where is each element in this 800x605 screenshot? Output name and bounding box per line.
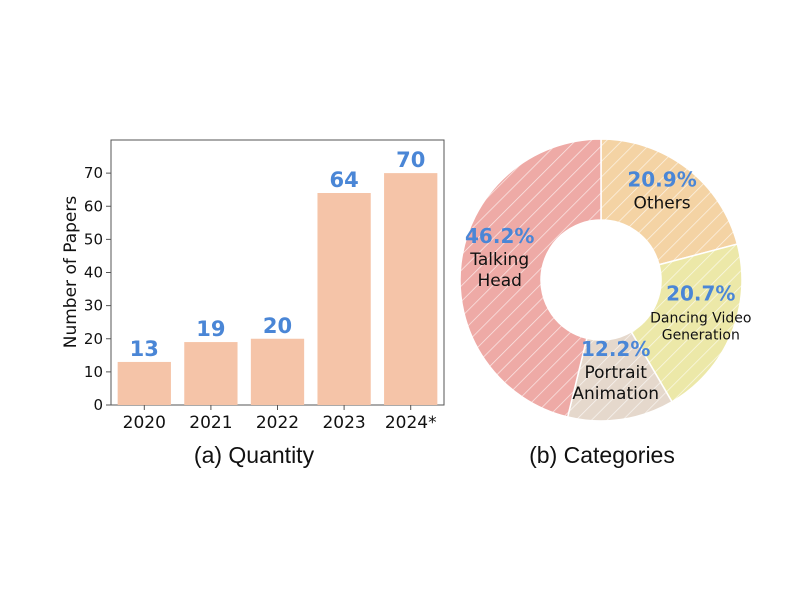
slice-name-label: Generation bbox=[662, 327, 740, 343]
bar-2021 bbox=[184, 342, 238, 405]
y-tick-label: 0 bbox=[93, 396, 103, 414]
bar-data-labels: 13 19 20 64 70 bbox=[130, 148, 426, 361]
y-tick-label: 20 bbox=[84, 330, 103, 348]
slice-percent-label: 46.2% bbox=[465, 224, 534, 248]
slice-name-label: Head bbox=[477, 271, 521, 291]
slice-name-label: Others bbox=[633, 193, 690, 213]
caption-categories: (b) Categories bbox=[529, 442, 675, 468]
x-tick-label: 2022 bbox=[256, 413, 299, 433]
bar-2024* bbox=[384, 173, 438, 405]
slice-name-label: Talking bbox=[469, 250, 529, 270]
slice-name-label: Animation bbox=[572, 384, 659, 404]
slice-name-label: Dancing Video bbox=[650, 310, 751, 326]
bar-value-label: 20 bbox=[263, 314, 292, 338]
x-tick-label: 2021 bbox=[189, 413, 232, 433]
donut-slices bbox=[459, 138, 743, 422]
y-tick-label: 60 bbox=[84, 197, 103, 215]
y-tick-label: 30 bbox=[84, 297, 103, 315]
bar-value-label: 64 bbox=[329, 168, 358, 192]
y-tick-label: 70 bbox=[84, 164, 103, 182]
bar-value-label: 70 bbox=[396, 148, 425, 172]
x-axis: 2020 2021 2022 2023 2024* bbox=[123, 405, 437, 433]
donut-slice-hatch bbox=[601, 139, 738, 265]
y-axis-label: Number of Papers bbox=[61, 196, 81, 349]
bar-2022 bbox=[250, 338, 305, 405]
y-tick-label: 10 bbox=[84, 363, 103, 381]
slice-percent-label: 20.7% bbox=[666, 281, 735, 305]
y-tick-label: 40 bbox=[84, 264, 103, 282]
bar-value-label: 13 bbox=[130, 337, 159, 361]
slice-percent-label: 12.2% bbox=[581, 337, 650, 361]
bar-value-label: 19 bbox=[196, 317, 225, 341]
caption-quantity: (a) Quantity bbox=[194, 442, 315, 468]
donut-slice-hatch bbox=[460, 139, 601, 418]
bars bbox=[117, 173, 438, 405]
y-tick-label: 50 bbox=[84, 230, 103, 248]
x-tick-label: 2023 bbox=[322, 413, 365, 433]
x-tick-label: 2020 bbox=[123, 413, 166, 433]
slice-name-label: Portrait bbox=[584, 363, 647, 383]
donut-slice-hatch bbox=[567, 331, 673, 421]
bar-2020 bbox=[117, 361, 171, 405]
y-axis: 0 10 20 30 40 50 60 70 bbox=[84, 164, 111, 414]
x-tick-label: 2024* bbox=[385, 413, 437, 433]
donut-slice-hatch bbox=[631, 244, 742, 402]
slice-percent-label: 20.9% bbox=[627, 167, 696, 191]
bar-2023 bbox=[317, 193, 371, 405]
